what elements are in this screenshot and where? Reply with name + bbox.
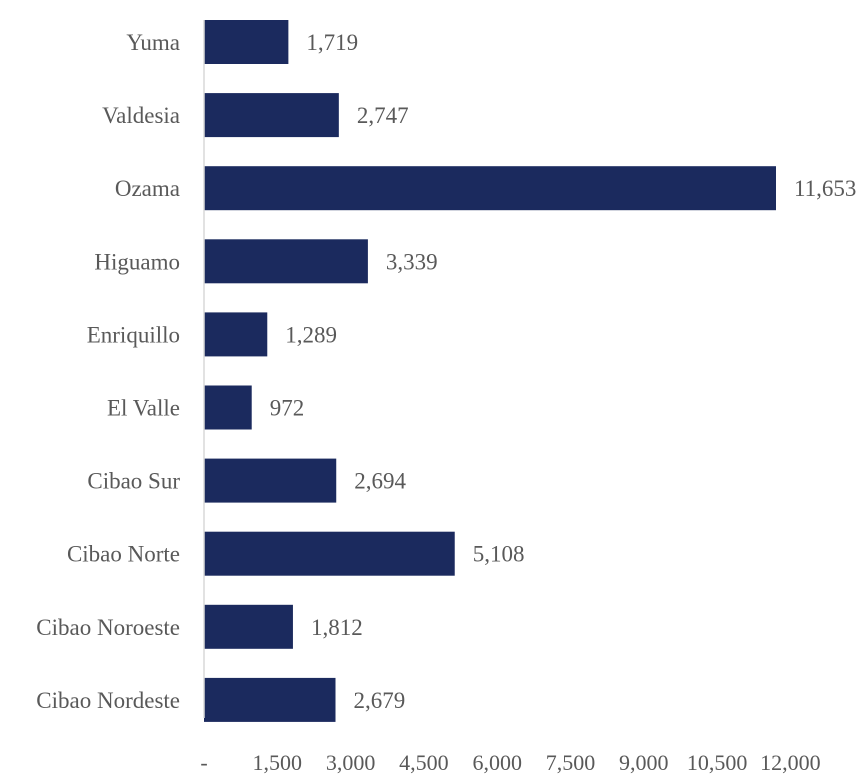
value-label: 11,653 bbox=[794, 176, 856, 201]
bar bbox=[204, 20, 289, 64]
value-label: 1,719 bbox=[306, 30, 358, 55]
x-tick-label: 6,000 bbox=[472, 750, 522, 775]
bar bbox=[204, 604, 293, 649]
value-label: 1,812 bbox=[311, 615, 363, 640]
value-label: 2,679 bbox=[354, 688, 406, 713]
bar bbox=[204, 166, 776, 211]
bar bbox=[204, 239, 368, 284]
labels-layer: Yuma 1,719 Valdesia 2,747 Ozama 11,653 Higuamo… bbox=[36, 30, 856, 775]
bar bbox=[204, 385, 252, 430]
x-tick-label: 4,500 bbox=[399, 750, 449, 775]
value-label: 2,747 bbox=[357, 103, 409, 128]
category-label: Yuma bbox=[126, 30, 180, 55]
category-label: El Valle bbox=[107, 396, 180, 421]
category-label: Cibao Nordeste bbox=[36, 688, 180, 713]
x-tick-label: 3,000 bbox=[326, 750, 376, 775]
bar bbox=[204, 93, 339, 138]
category-label: Cibao Norte bbox=[67, 542, 180, 567]
x-tick-label: - bbox=[200, 750, 207, 775]
category-label: Valdesia bbox=[102, 103, 180, 128]
bars-layer bbox=[204, 20, 776, 722]
value-label: 5,108 bbox=[473, 542, 525, 567]
x-tick-label: 9,000 bbox=[619, 750, 669, 775]
category-label: Enriquillo bbox=[87, 322, 180, 347]
bar bbox=[204, 458, 337, 503]
value-label: 1,289 bbox=[285, 322, 337, 347]
category-label: Higuamo bbox=[94, 249, 180, 274]
bar bbox=[204, 531, 455, 576]
x-tick-label: 7,500 bbox=[546, 750, 596, 775]
value-label: 972 bbox=[270, 396, 305, 421]
bar bbox=[204, 677, 336, 722]
value-label: 3,339 bbox=[386, 249, 438, 274]
x-tick-label: 12,000 bbox=[760, 750, 821, 775]
category-label: Ozama bbox=[115, 176, 180, 201]
bar bbox=[204, 312, 268, 357]
value-label: 2,694 bbox=[354, 469, 406, 494]
x-tick-label: 10,500 bbox=[687, 750, 748, 775]
category-label: Cibao Sur bbox=[87, 469, 180, 494]
category-label: Cibao Noroeste bbox=[36, 615, 180, 640]
x-tick-label: 1,500 bbox=[253, 750, 303, 775]
